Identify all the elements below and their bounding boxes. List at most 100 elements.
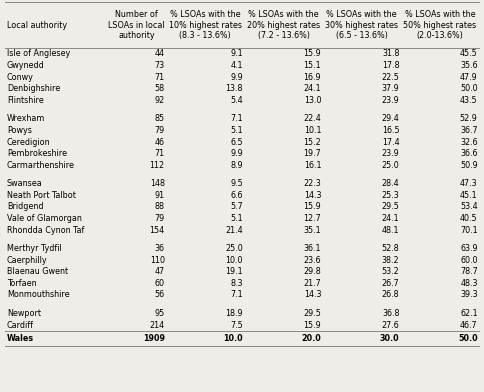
Text: Neath Port Talbot: Neath Port Talbot: [7, 191, 76, 200]
Text: 70.1: 70.1: [460, 225, 478, 234]
Bar: [5, 2, 479, 48]
Text: 58: 58: [154, 84, 165, 93]
Text: 85: 85: [154, 114, 165, 123]
Text: % LSOAs with the
30% highest rates
(6.5 - 13.6%): % LSOAs with the 30% highest rates (6.5 …: [325, 10, 398, 40]
Text: 40.5: 40.5: [460, 214, 478, 223]
Bar: [5, 331, 479, 346]
Text: 10.0: 10.0: [223, 334, 243, 343]
Text: 43.5: 43.5: [460, 96, 478, 105]
Text: 63.9: 63.9: [460, 244, 478, 253]
Text: 18.9: 18.9: [225, 309, 243, 318]
Text: Monmouthshire: Monmouthshire: [7, 290, 69, 299]
Text: Wales: Wales: [7, 334, 34, 343]
Text: 50.0: 50.0: [458, 334, 478, 343]
Text: 88: 88: [155, 202, 165, 211]
Text: 22.3: 22.3: [303, 179, 321, 188]
Text: Vale of Glamorgan: Vale of Glamorgan: [7, 214, 82, 223]
Text: 8.9: 8.9: [230, 161, 243, 170]
Text: 37.9: 37.9: [382, 84, 399, 93]
Text: 73: 73: [154, 61, 165, 70]
Text: 79: 79: [154, 214, 165, 223]
Text: 56: 56: [154, 290, 165, 299]
Text: 46.7: 46.7: [460, 321, 478, 330]
Text: 36.7: 36.7: [460, 126, 478, 135]
Text: 7.1: 7.1: [230, 290, 243, 299]
Text: 53.2: 53.2: [382, 267, 399, 276]
Text: 28.4: 28.4: [382, 179, 399, 188]
Text: Flintshire: Flintshire: [7, 96, 44, 105]
Text: 21.4: 21.4: [225, 225, 243, 234]
Text: 71: 71: [154, 73, 165, 82]
Text: 5.4: 5.4: [230, 96, 243, 105]
Text: 25.0: 25.0: [382, 161, 399, 170]
Text: 44: 44: [155, 49, 165, 58]
Text: 36.6: 36.6: [460, 149, 478, 158]
Text: 29.4: 29.4: [382, 114, 399, 123]
Text: Number of
LSOAs in local
authority: Number of LSOAs in local authority: [108, 10, 165, 40]
Text: 9.5: 9.5: [230, 179, 243, 188]
Text: Powys: Powys: [7, 126, 31, 135]
Text: 27.6: 27.6: [382, 321, 399, 330]
Text: 50.9: 50.9: [460, 161, 478, 170]
Text: 79: 79: [154, 126, 165, 135]
Text: 47: 47: [154, 267, 165, 276]
Text: Denbighshire: Denbighshire: [7, 84, 60, 93]
Text: 60: 60: [155, 279, 165, 288]
Text: 15.9: 15.9: [303, 321, 321, 330]
Text: 29.8: 29.8: [303, 267, 321, 276]
Text: 4.1: 4.1: [230, 61, 243, 70]
Text: 22.5: 22.5: [381, 73, 399, 82]
Text: Torfaen: Torfaen: [7, 279, 36, 288]
Text: Local authority: Local authority: [7, 21, 67, 29]
Text: 16.5: 16.5: [382, 126, 399, 135]
Text: Swansea: Swansea: [7, 179, 43, 188]
Text: 7.1: 7.1: [230, 114, 243, 123]
Text: 112: 112: [150, 161, 165, 170]
Text: Isle of Anglesey: Isle of Anglesey: [7, 49, 70, 58]
Text: 48.3: 48.3: [460, 279, 478, 288]
Text: 95: 95: [154, 309, 165, 318]
Text: 47.3: 47.3: [460, 179, 478, 188]
Text: 50.0: 50.0: [460, 84, 478, 93]
Text: Conwy: Conwy: [7, 73, 34, 82]
Text: 36: 36: [155, 244, 165, 253]
Text: 35.6: 35.6: [460, 61, 478, 70]
Text: 46: 46: [155, 138, 165, 147]
Text: 62.1: 62.1: [460, 309, 478, 318]
Text: 154: 154: [150, 225, 165, 234]
Text: 53.4: 53.4: [460, 202, 478, 211]
Text: 24.1: 24.1: [382, 214, 399, 223]
Text: 23.9: 23.9: [382, 149, 399, 158]
Text: 29.5: 29.5: [303, 309, 321, 318]
Text: 38.2: 38.2: [382, 256, 399, 265]
Text: 6.6: 6.6: [230, 191, 243, 200]
Text: 31.8: 31.8: [382, 49, 399, 58]
Text: 92: 92: [154, 96, 165, 105]
Text: Blaenau Gwent: Blaenau Gwent: [7, 267, 68, 276]
Text: 5.1: 5.1: [230, 214, 243, 223]
Text: 23.9: 23.9: [382, 96, 399, 105]
Text: 15.1: 15.1: [303, 61, 321, 70]
Text: Ceredigion: Ceredigion: [7, 138, 50, 147]
Text: 45.5: 45.5: [460, 49, 478, 58]
Text: 110: 110: [150, 256, 165, 265]
Text: 15.9: 15.9: [303, 202, 321, 211]
Text: 60.0: 60.0: [460, 256, 478, 265]
Text: 5.1: 5.1: [230, 126, 243, 135]
Text: Newport: Newport: [7, 309, 41, 318]
Text: 5.7: 5.7: [230, 202, 243, 211]
Text: 25.0: 25.0: [225, 244, 243, 253]
Text: Pembrokeshire: Pembrokeshire: [7, 149, 67, 158]
Text: 10.0: 10.0: [226, 256, 243, 265]
Text: 26.7: 26.7: [382, 279, 399, 288]
Text: 45.1: 45.1: [460, 191, 478, 200]
Text: 16.1: 16.1: [303, 161, 321, 170]
Text: 17.4: 17.4: [382, 138, 399, 147]
Text: 17.8: 17.8: [382, 61, 399, 70]
Text: 52.8: 52.8: [382, 244, 399, 253]
Text: 9.9: 9.9: [230, 73, 243, 82]
Text: 6.5: 6.5: [230, 138, 243, 147]
Text: 12.7: 12.7: [303, 214, 321, 223]
Text: Gwynedd: Gwynedd: [7, 61, 45, 70]
Text: 9.1: 9.1: [230, 49, 243, 58]
